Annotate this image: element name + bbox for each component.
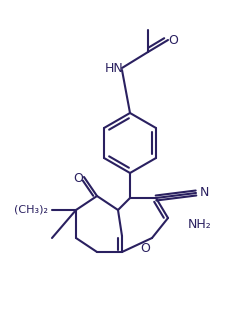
Text: O: O (140, 241, 149, 255)
Text: (CH₃)₂: (CH₃)₂ (14, 204, 48, 214)
Text: HN: HN (104, 61, 123, 74)
Text: O: O (167, 33, 177, 46)
Text: NH₂: NH₂ (187, 218, 211, 231)
Text: N: N (199, 187, 208, 200)
Text: O: O (73, 172, 83, 185)
